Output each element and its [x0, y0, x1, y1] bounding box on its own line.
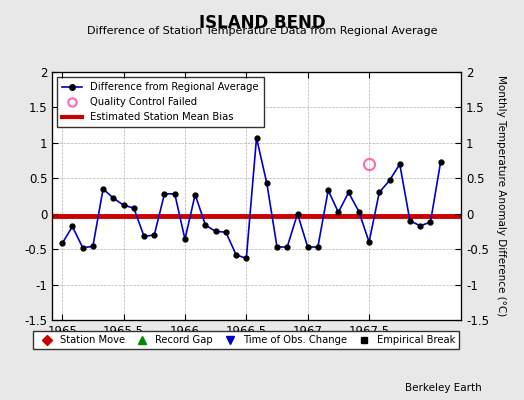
Text: Berkeley Earth: Berkeley Earth: [406, 383, 482, 393]
Y-axis label: Monthly Temperature Anomaly Difference (°C): Monthly Temperature Anomaly Difference (…: [496, 75, 506, 317]
Text: ISLAND BEND: ISLAND BEND: [199, 14, 325, 32]
Legend: Station Move, Record Gap, Time of Obs. Change, Empirical Break: Station Move, Record Gap, Time of Obs. C…: [33, 331, 460, 349]
Legend: Difference from Regional Average, Quality Control Failed, Estimated Station Mean: Difference from Regional Average, Qualit…: [58, 77, 264, 127]
Text: Difference of Station Temperature Data from Regional Average: Difference of Station Temperature Data f…: [87, 26, 437, 36]
